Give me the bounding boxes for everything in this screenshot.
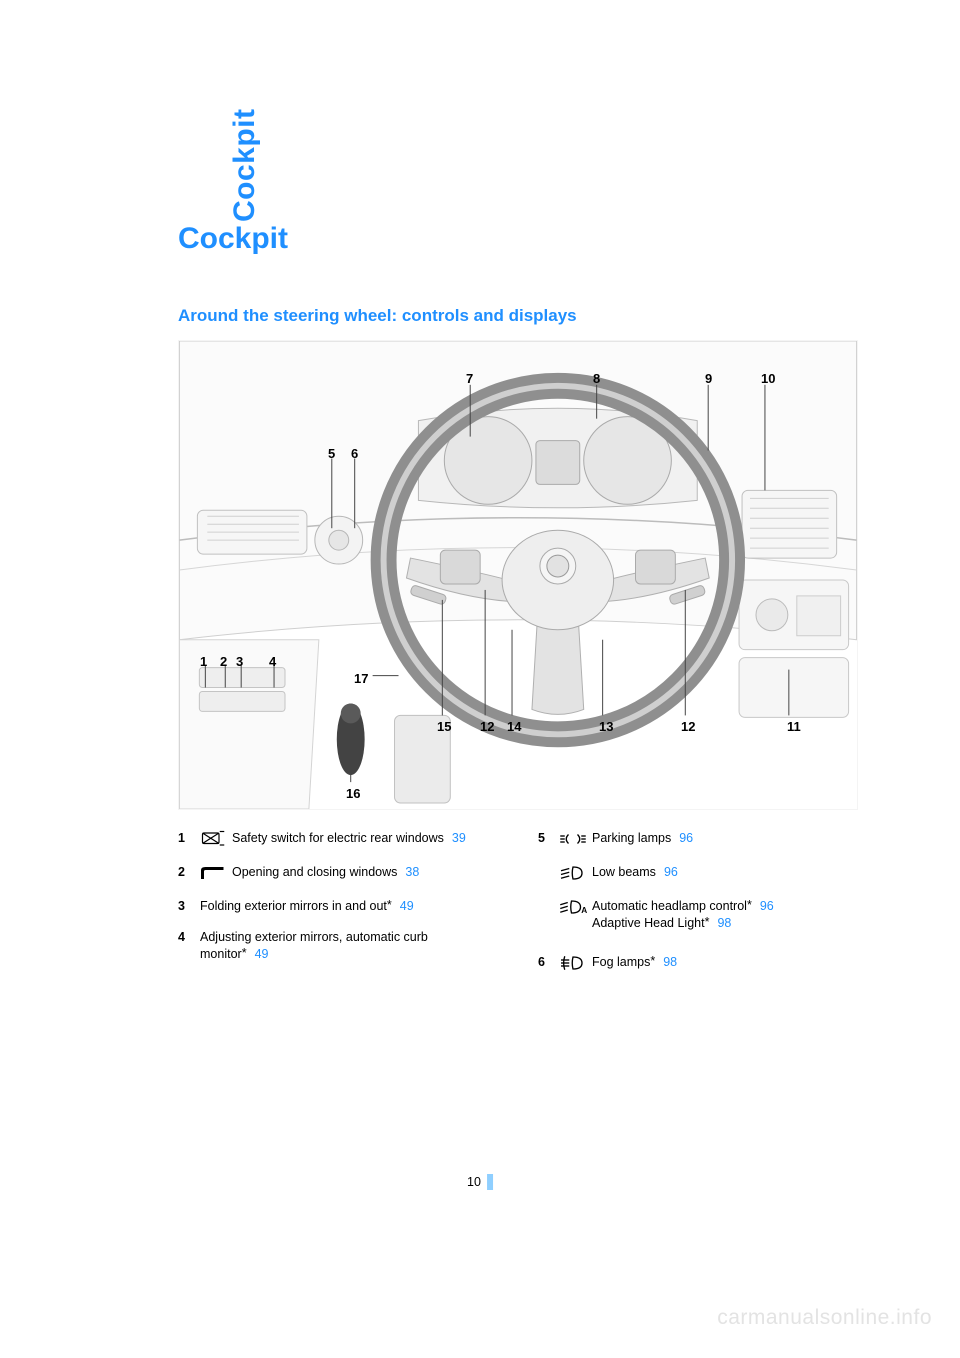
callout-number: 6 [351,446,358,461]
legend-col-left: 1 Safety switch for electric rear window… [178,828,498,994]
callout-number: 4 [269,654,276,669]
legend-text: Opening and closing windows38 [232,862,498,881]
cockpit-illustration [179,341,857,809]
legend-row: A Automatic headlamp control*96Adaptive H… [538,896,858,932]
callout-number: 9 [705,371,712,386]
rear-window-switch-icon [198,828,228,850]
legend-number: 6 [538,952,554,971]
legend-row: 4 Adjusting exterior mirrors, automatic c… [178,927,498,963]
legend-number: 5 [538,828,554,847]
low-beams-icon [558,862,588,884]
legend-icon-cell [194,828,232,850]
callout-number: 14 [507,719,521,734]
legend-text: Safety switch for electric rear windows3… [232,828,498,847]
window-switch-icon [198,862,228,884]
page-number: 10 [467,1174,493,1190]
page-number-value: 10 [467,1175,481,1189]
callout-number: 7 [466,371,473,386]
legend-icon-cell [554,952,592,974]
legend-icon-cell [554,862,592,884]
legend-group-gap [538,986,858,994]
callout-number: 3 [236,654,243,669]
callout-number: 17 [354,671,368,686]
fog-lamps-icon [558,952,588,974]
page: Cockpit Cockpit Around the steering whee… [0,0,960,1358]
svg-text:A: A [581,906,587,915]
callout-number: 12 [681,719,695,734]
callout-number: 11 [787,719,801,734]
legend-text: Automatic headlamp control*96Adaptive He… [592,896,858,932]
legend-row: 3 Folding exterior mirrors in and out*49 [178,896,498,915]
legend-icon-cell [554,828,592,850]
legend: 1 Safety switch for electric rear window… [178,828,858,994]
legend-number [538,896,554,898]
legend-number: 1 [178,828,194,847]
legend-number: 4 [178,927,194,946]
legend-text: Parking lamps96 [592,828,858,847]
callout-number: 1 [200,654,207,669]
legend-number: 2 [178,862,194,881]
legend-text: Low beams96 [592,862,858,881]
legend-row: 1 Safety switch for electric rear window… [178,828,498,850]
callout-number: 15 [437,719,451,734]
legend-col-right: 5 Parking lamps96 Low beams96 A Automatic… [538,828,858,994]
legend-number [538,862,554,864]
legend-number: 3 [178,896,194,915]
legend-row: Low beams96 [538,862,858,884]
legend-text: Fog lamps*98 [592,952,858,971]
page-title: Cockpit [178,222,858,256]
callout-number: 13 [599,719,613,734]
legend-group-gap [538,944,858,952]
page-number-mark [487,1174,493,1190]
watermark: carmanualsonline.info [717,1306,932,1330]
legend-icon-cell [194,862,232,884]
cockpit-figure: 123456789101112121314151617 [178,340,858,810]
legend-icon-cell: A [554,896,592,918]
legend-row: 6 Fog lamps*98 [538,952,858,974]
section-heading: Around the steering wheel: controls and … [178,306,858,326]
callout-number: 2 [220,654,227,669]
side-section-label: Cockpit [88,108,122,222]
page-content: Cockpit Around the steering wheel: contr… [178,222,858,994]
callout-number: 12 [480,719,494,734]
legend-row: 2 Opening and closing windows38 [178,862,498,884]
parking-lamps-icon [558,828,588,850]
legend-text: Folding exterior mirrors in and out*49 [200,896,498,915]
callout-number: 8 [593,371,600,386]
callout-number: 10 [761,371,775,386]
callout-number: 16 [346,786,360,801]
side-section-label-text: Cockpit [228,108,261,222]
auto-headlamp-icon: A [558,896,588,918]
callout-number: 5 [328,446,335,461]
legend-text: Adjusting exterior mirrors, automatic cu… [200,927,498,963]
legend-row: 5 Parking lamps96 [538,828,858,850]
